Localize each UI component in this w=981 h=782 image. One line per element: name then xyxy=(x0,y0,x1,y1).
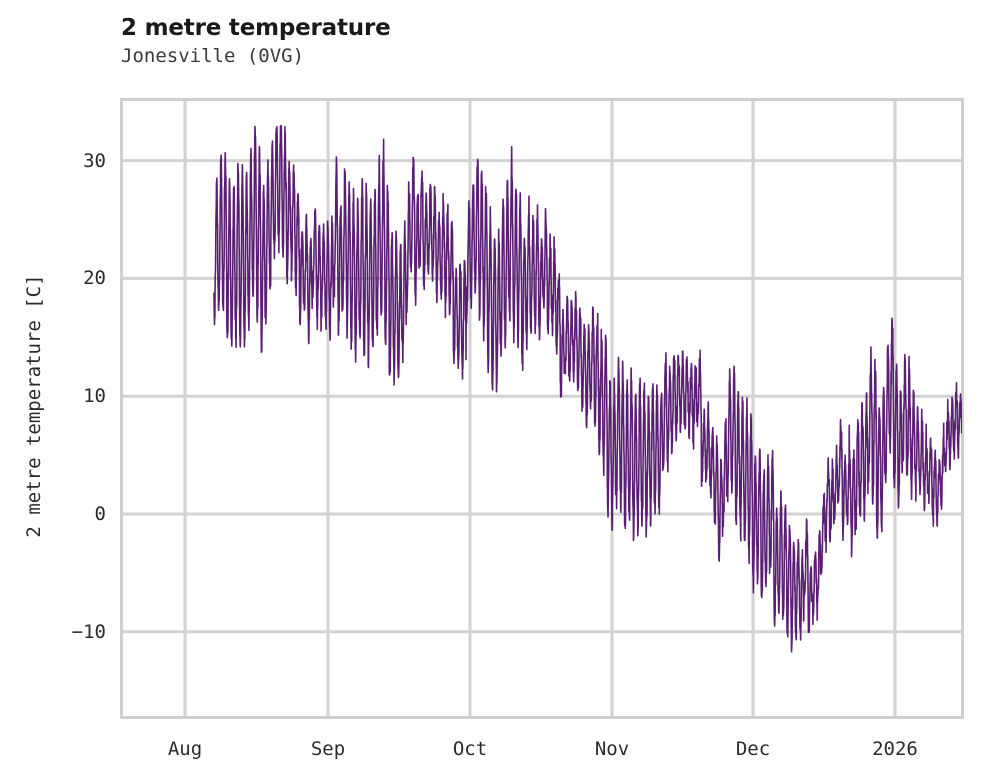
y-tick-label: −10 xyxy=(71,620,106,643)
y-tick-label: 10 xyxy=(83,385,106,408)
gridlines xyxy=(121,99,962,717)
y-tick-label: 0 xyxy=(94,503,106,525)
y-tick-label: 30 xyxy=(83,149,106,172)
x-tick-label: Sep xyxy=(310,738,346,760)
temperature-line xyxy=(213,124,962,653)
title-block: 2 metre temperature Jonesville (0VG) xyxy=(121,14,941,69)
y-axis-label: 2 metre temperature [C] xyxy=(23,274,45,538)
x-tick-label: Oct xyxy=(452,738,488,760)
page-title: 2 metre temperature xyxy=(121,15,391,41)
x-tick-label: Dec xyxy=(735,738,771,760)
x-tick-label: Aug xyxy=(167,738,203,760)
data-series xyxy=(213,124,962,653)
chart-subtitle: Jonesville (0VG) xyxy=(121,45,305,67)
x-tick-label: Nov xyxy=(594,738,630,760)
plot-border xyxy=(120,98,964,719)
y-tick-label: 20 xyxy=(83,267,106,290)
x-tick-label: 2026 xyxy=(872,738,918,760)
